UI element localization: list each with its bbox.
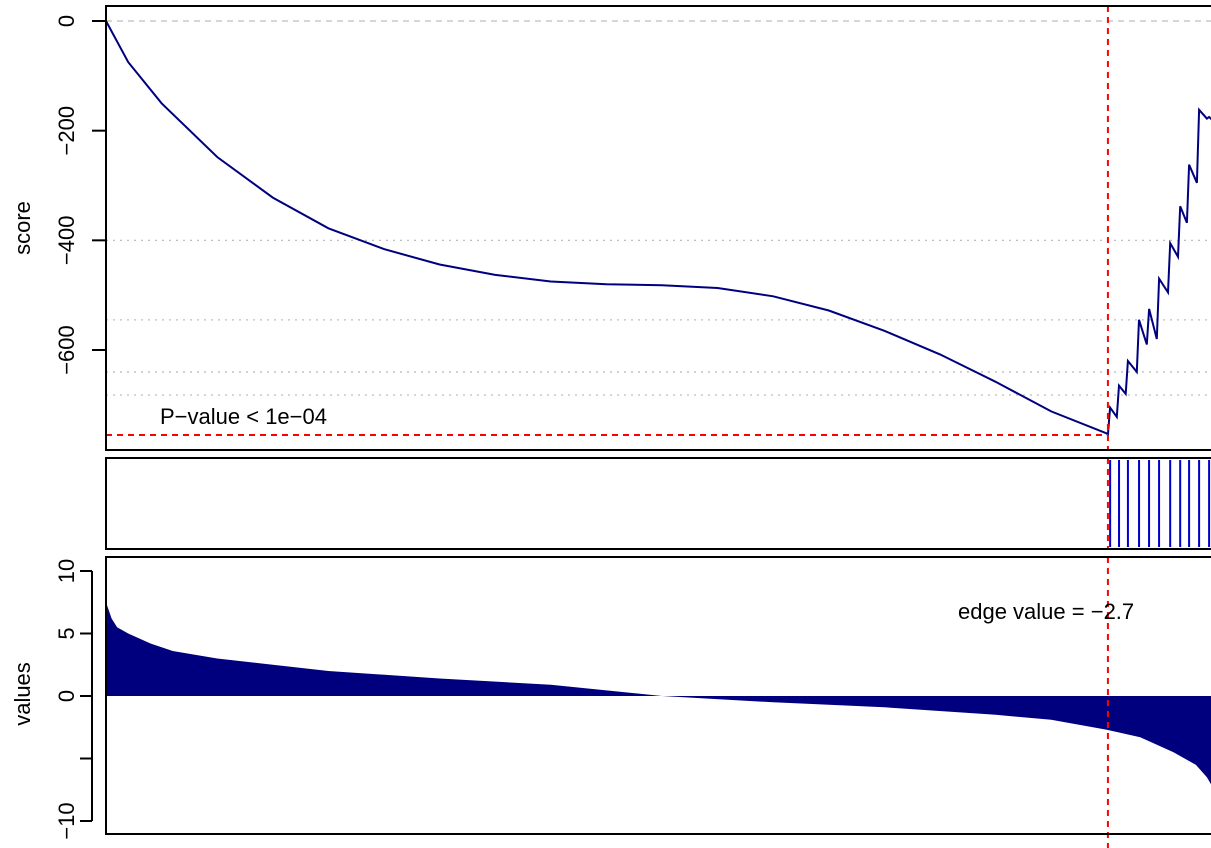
edge-value-label: edge value = −2.7	[958, 599, 1134, 624]
score-y-axis: 0 −200 −400 −600	[54, 15, 106, 375]
p-value-label: P−value < 1e−04	[160, 404, 327, 429]
score-tick-label: −200	[54, 106, 79, 156]
values-area	[106, 602, 1211, 785]
score-tick-label: −400	[54, 216, 79, 266]
score-axis-label: score	[10, 201, 35, 255]
hits-panel	[105, 457, 1211, 550]
values-y-axis: 10 5 0 −10	[54, 559, 93, 840]
score-line	[105, 20, 1211, 438]
values-panel: edge value = −2.7 10 5 0 −10 values	[10, 556, 1211, 848]
hit-barcode	[1109, 460, 1211, 547]
score-gridlines	[106, 20, 1211, 396]
values-tick-label: 10	[54, 559, 79, 583]
score-tick-label: 0	[54, 15, 79, 27]
values-tick-label: 5	[54, 627, 79, 639]
score-panel-frame	[105, 5, 1211, 451]
values-tick-label: 0	[54, 690, 79, 702]
score-panel: P−value < 1e−04 0 −200 −400 −600 score	[10, 5, 1211, 451]
values-tick-label: −10	[54, 802, 79, 839]
score-tick-label: −600	[54, 325, 79, 375]
values-axis-label: values	[10, 662, 35, 726]
values-panel-frame	[105, 556, 1211, 835]
hits-panel-frame	[105, 457, 1211, 550]
